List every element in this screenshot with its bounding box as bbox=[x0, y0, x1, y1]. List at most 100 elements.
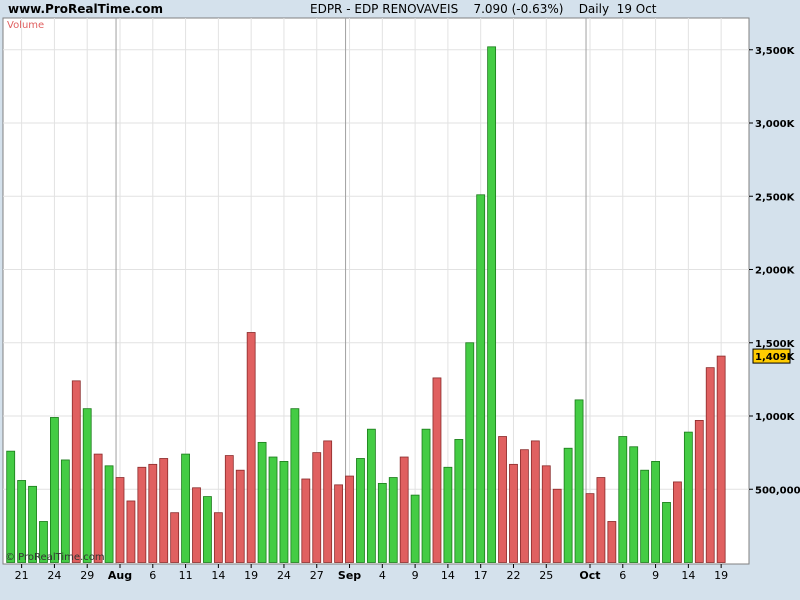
volume-bar-up bbox=[356, 458, 365, 563]
volume-bar-up bbox=[476, 194, 486, 563]
site-name[interactable]: www.ProRealTime.com bbox=[8, 2, 163, 16]
volume-bar-down bbox=[235, 469, 245, 563]
volume-bar-down bbox=[213, 512, 223, 563]
x-tick-label: 25 bbox=[539, 569, 553, 582]
volume-bar-down bbox=[694, 419, 704, 563]
x-tick-label: 9 bbox=[652, 569, 659, 582]
y-tick-label: 1,000K bbox=[755, 412, 796, 423]
y-tick-label: 1,500K bbox=[755, 339, 796, 350]
volume-bar-up bbox=[104, 465, 114, 563]
volume-bar-down bbox=[224, 455, 234, 563]
x-tick-label: 11 bbox=[179, 569, 193, 582]
x-axis: 21 24 29 Aug 6 11 14 19 24 27 Sep 4 9 14 17 22 25 Oct 6 9 14… bbox=[15, 564, 728, 582]
x-tick-label: 24 bbox=[47, 569, 61, 582]
volume-bar-down bbox=[498, 436, 507, 563]
volume-bar-down bbox=[552, 488, 562, 563]
volume-bar-up bbox=[388, 477, 398, 563]
x-tick-label: 14 bbox=[441, 569, 455, 582]
x-tick-label: 19 bbox=[714, 569, 728, 582]
volume-bar-up bbox=[618, 436, 628, 563]
volume-bar-down bbox=[115, 477, 125, 563]
volume-bar-down bbox=[192, 487, 201, 563]
volume-bar-down bbox=[126, 500, 136, 563]
x-tick-label: 17 bbox=[474, 569, 488, 582]
volume-bar-up bbox=[50, 417, 59, 563]
x-tick-label: Sep bbox=[338, 569, 361, 582]
current-value-label: 1,409K bbox=[755, 352, 796, 363]
x-tick-label: 29 bbox=[80, 569, 94, 582]
volume-bars bbox=[6, 46, 726, 563]
volume-bar-up bbox=[17, 480, 27, 563]
volume-bar-up bbox=[410, 494, 420, 563]
volume-bar-down bbox=[312, 452, 322, 563]
volume-bar-up bbox=[6, 450, 16, 563]
volume-bar-down bbox=[585, 493, 595, 563]
x-tick-label: 19 bbox=[244, 569, 258, 582]
chart-header: www.ProRealTime.com EDPR - EDP RENOVAVEI… bbox=[0, 0, 800, 18]
volume-bar-down bbox=[673, 481, 682, 563]
volume-bar-down bbox=[71, 380, 81, 563]
x-tick-label: 24 bbox=[277, 569, 291, 582]
volume-bar-up bbox=[181, 453, 190, 563]
volume-bar-down bbox=[509, 463, 518, 563]
current-value-badge bbox=[752, 348, 791, 364]
y-tick-label: 3,500K bbox=[755, 46, 796, 57]
volume-bar-down bbox=[596, 477, 606, 563]
volume-bar-up bbox=[377, 482, 387, 563]
volume-bar-up bbox=[443, 466, 453, 563]
x-tick-label: 14 bbox=[211, 569, 225, 582]
x-tick-label: 6 bbox=[619, 569, 626, 582]
y-axis: 500,000 1,000K 1,500K 2,000K 2,500K 3,000K 3,5… bbox=[749, 46, 800, 496]
volume-bar-down bbox=[301, 478, 311, 563]
volume-bar-up bbox=[465, 342, 475, 563]
x-tick-label: 22 bbox=[506, 569, 520, 582]
volume-bar-down bbox=[170, 512, 180, 563]
gridlines bbox=[3, 18, 749, 564]
volume-bar-up bbox=[421, 428, 431, 563]
y-tick-label: 2,000K bbox=[755, 266, 796, 277]
volume-bar-down bbox=[345, 475, 354, 563]
volume-bar-up bbox=[662, 502, 671, 563]
x-tick-label: 27 bbox=[310, 569, 324, 582]
volume-bar-up bbox=[574, 399, 584, 563]
volume-bar-down bbox=[607, 521, 617, 563]
volume-bar-down bbox=[93, 453, 103, 563]
volume-bar-up bbox=[366, 428, 376, 563]
volume-bar-up bbox=[454, 439, 464, 563]
volume-bar-up bbox=[268, 456, 278, 563]
y-tick-label: 500,000 bbox=[755, 485, 800, 496]
volume-bar-down bbox=[148, 463, 158, 563]
volume-bar-down bbox=[246, 332, 256, 563]
volume-bar-down bbox=[137, 466, 147, 563]
volume-bar-down bbox=[530, 440, 540, 563]
volume-bar-down bbox=[334, 484, 344, 563]
volume-bar-up bbox=[563, 447, 573, 563]
volume-bar-down bbox=[541, 465, 551, 563]
volume-bar-up bbox=[82, 408, 92, 563]
volume-bar-down bbox=[399, 456, 409, 563]
x-tick-label: 21 bbox=[15, 569, 29, 582]
x-tick-label: 9 bbox=[412, 569, 419, 582]
volume-bar-down bbox=[520, 449, 529, 563]
volume-bar-up bbox=[279, 461, 289, 563]
volume-bar-up bbox=[203, 496, 212, 563]
chart-title: EDPR - EDP RENOVAVEIS 7.090 (-0.63%) Dai… bbox=[310, 2, 657, 16]
watermark: © ProRealTime.com bbox=[5, 552, 105, 563]
x-tick-label: Aug bbox=[108, 569, 132, 582]
volume-bar-down bbox=[432, 377, 442, 563]
x-tick-label: Oct bbox=[579, 569, 600, 582]
volume-bar-up bbox=[640, 469, 650, 563]
x-tick-label: 14 bbox=[681, 569, 695, 582]
volume-bar-up bbox=[39, 521, 48, 563]
volume-bar-up bbox=[651, 461, 660, 563]
volume-bar-up bbox=[60, 459, 70, 563]
volume-bar-down bbox=[323, 440, 333, 563]
volume-bar-up bbox=[487, 46, 497, 563]
volume-bar-up bbox=[629, 446, 639, 563]
y-tick-label: 2,500K bbox=[755, 192, 796, 203]
x-tick-label: 6 bbox=[149, 569, 156, 582]
y-tick-label: 3,000K bbox=[755, 119, 796, 130]
volume-bar-up bbox=[683, 431, 693, 563]
volume-bar-up bbox=[28, 485, 37, 563]
volume-bar-down bbox=[716, 355, 726, 563]
